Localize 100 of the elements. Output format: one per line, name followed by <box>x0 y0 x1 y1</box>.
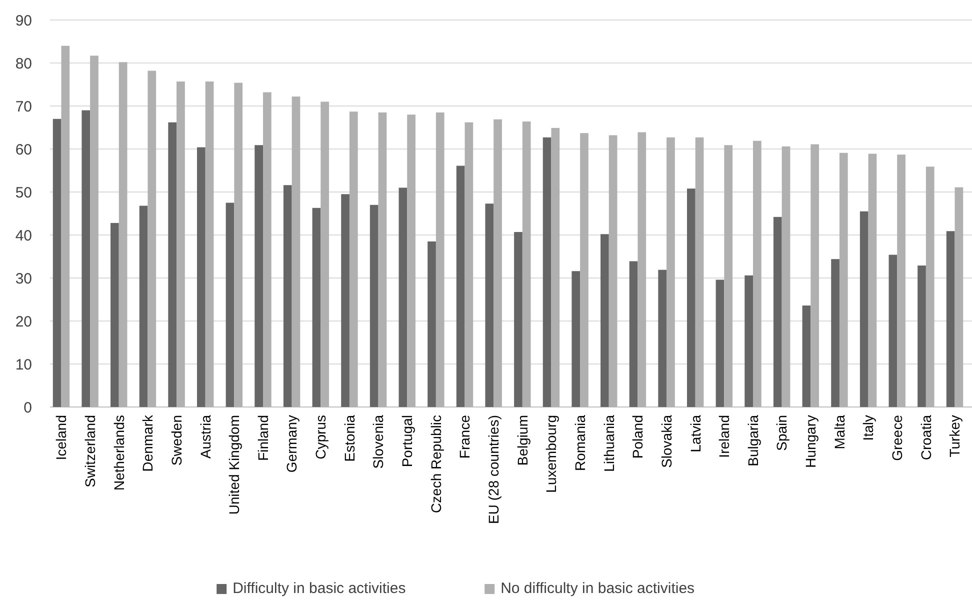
legend-label: No difficulty in basic activities <box>500 580 695 597</box>
bar <box>572 271 580 407</box>
bar <box>888 254 898 407</box>
bar <box>724 145 733 407</box>
x-tick-label: Hungary <box>802 415 819 468</box>
x-tick-label: Italy <box>860 415 876 441</box>
bar <box>485 204 494 407</box>
x-tick-label: Latvia <box>687 414 704 452</box>
bar <box>954 187 964 407</box>
x-tick-label: Germany <box>284 415 300 473</box>
bar <box>810 144 819 407</box>
y-tick-label: 80 <box>15 55 32 72</box>
y-tick-label: 70 <box>15 98 32 116</box>
bar <box>522 121 531 407</box>
bar <box>666 137 675 407</box>
bar <box>752 140 762 407</box>
y-tick-label: 90 <box>15 12 32 30</box>
x-tick-label: Finland <box>254 415 271 461</box>
y-tick-label: 10 <box>15 356 32 374</box>
bar <box>436 112 444 407</box>
bar <box>407 114 416 407</box>
bar <box>82 110 90 407</box>
x-tick-label: EU (28 countries) <box>485 415 502 524</box>
bar <box>168 122 177 407</box>
bar <box>580 133 588 407</box>
bar <box>926 166 934 407</box>
x-tick-label: Estonia <box>341 414 358 462</box>
bar <box>234 82 243 407</box>
bar <box>686 188 696 407</box>
y-tick-label: 30 <box>15 270 32 288</box>
bar <box>494 119 502 407</box>
bar <box>263 92 272 407</box>
x-tick-label: Lithuania <box>600 414 617 472</box>
bar <box>197 147 206 407</box>
bar <box>716 280 724 407</box>
x-tick-label: Netherlands <box>110 415 127 490</box>
x-tick-label: Romania <box>572 414 588 472</box>
y-tick-label: 0 <box>24 399 32 416</box>
x-tick-label: Belgium <box>514 415 530 466</box>
bar <box>542 137 552 407</box>
x-tick-label: Luxembourg <box>543 415 560 493</box>
x-tick-label: Ireland <box>716 415 732 458</box>
x-tick-label: United Kingdom <box>226 415 242 515</box>
x-tick-label: Spain <box>774 415 790 451</box>
bar <box>370 204 378 407</box>
y-tick-label: 50 <box>15 184 32 202</box>
bar <box>148 70 156 407</box>
bar <box>658 270 667 407</box>
bar <box>398 188 408 407</box>
bar <box>254 145 264 407</box>
bar <box>456 166 465 407</box>
x-tick-label: Croatia <box>918 414 934 460</box>
bar <box>744 275 753 407</box>
bar <box>802 306 811 407</box>
bar <box>897 154 906 407</box>
bar <box>782 146 790 407</box>
x-tick-label: Malta <box>831 414 848 450</box>
bar <box>292 96 300 407</box>
bar <box>320 102 330 407</box>
bar <box>695 137 704 407</box>
x-tick-label: Turkey <box>946 415 963 458</box>
bar <box>638 132 646 407</box>
bar <box>52 118 62 407</box>
bar <box>551 128 560 407</box>
bar <box>90 56 98 407</box>
bar <box>629 261 638 407</box>
x-tick-label: Sweden <box>168 415 184 466</box>
bar <box>226 202 234 407</box>
bar <box>139 206 148 407</box>
bar <box>831 259 840 407</box>
bar <box>860 211 868 407</box>
x-tick-label: Cyprus <box>312 415 329 460</box>
bar <box>868 154 877 407</box>
bar <box>428 241 436 407</box>
x-tick-label: Austria <box>197 414 214 459</box>
x-tick-label: Czech Republic <box>428 415 444 514</box>
bar <box>514 232 522 407</box>
bar <box>283 185 292 407</box>
legend-label: Difficulty in basic activities <box>232 580 406 597</box>
y-tick-label: 20 <box>15 313 32 330</box>
x-tick-label: Switzerland <box>82 415 98 488</box>
bar <box>312 208 321 407</box>
bar <box>918 266 926 407</box>
bar <box>205 81 214 407</box>
bar <box>61 46 70 407</box>
x-tick-label: Bulgaria <box>744 414 761 466</box>
x-tick-label: France <box>456 414 473 459</box>
bar <box>600 234 609 407</box>
x-tick-label: Slovenia <box>370 414 386 469</box>
y-tick-label: 40 <box>15 227 32 244</box>
bar <box>946 231 955 407</box>
x-tick-label: Portugal <box>399 415 416 468</box>
x-tick-label: Denmark <box>140 414 156 472</box>
bar <box>608 135 618 407</box>
bar <box>118 62 128 407</box>
bar <box>349 112 358 407</box>
x-tick-label: Iceland <box>53 415 70 460</box>
bar <box>378 112 387 407</box>
y-tick-label: 60 <box>15 141 32 158</box>
bar <box>839 152 848 407</box>
